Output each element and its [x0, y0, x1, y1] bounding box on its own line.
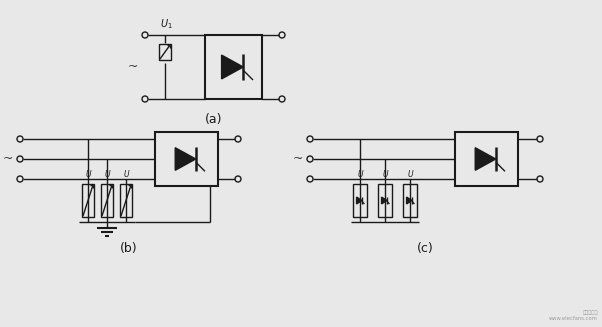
Bar [403, 184, 417, 217]
Text: U: U [85, 170, 91, 179]
Bar [155, 132, 218, 186]
Bar [159, 44, 171, 60]
Polygon shape [356, 197, 362, 204]
Bar [378, 184, 392, 217]
Text: ~: ~ [3, 152, 13, 165]
Bar [101, 184, 113, 217]
Text: U: U [123, 170, 129, 179]
Text: U: U [382, 170, 388, 179]
Text: U: U [104, 170, 110, 179]
Text: ~: ~ [293, 152, 303, 165]
Text: U: U [407, 170, 413, 179]
Text: $U_1$: $U_1$ [160, 17, 173, 31]
Polygon shape [406, 197, 412, 204]
Text: (a): (a) [205, 113, 222, 126]
Text: 电子发烧友
www.elecfans.com: 电子发烧友 www.elecfans.com [549, 310, 598, 321]
Polygon shape [382, 197, 387, 204]
Bar [82, 184, 94, 217]
Bar [205, 35, 262, 99]
Text: (c): (c) [417, 242, 433, 255]
Text: U: U [357, 170, 363, 179]
Polygon shape [175, 148, 196, 170]
Polygon shape [475, 148, 495, 170]
Text: (b): (b) [120, 242, 138, 255]
Bar [120, 184, 132, 217]
Polygon shape [222, 55, 243, 79]
Bar [353, 184, 367, 217]
Bar [455, 132, 518, 186]
Text: ~: ~ [128, 60, 138, 74]
